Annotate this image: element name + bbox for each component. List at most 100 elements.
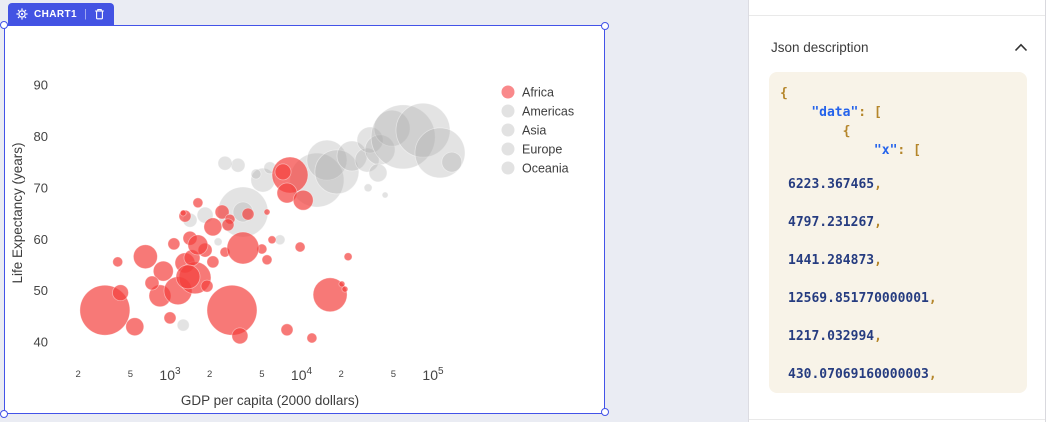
bubble — [231, 327, 249, 345]
x-major-tick-label: 105 — [422, 366, 444, 383]
y-tick-label: 80 — [34, 129, 48, 144]
json-panel: Json description { "data": [ { "x": [ 622… — [748, 0, 1046, 422]
bubble — [214, 204, 230, 220]
bubble — [336, 140, 368, 172]
bubble — [221, 218, 235, 232]
bubble — [132, 244, 158, 270]
bubble-chart: 90 80 70 60 50 40 2 5 2 5 2 5 103 104 105 GDP per capit… — [10, 78, 574, 409]
json-section-header[interactable]: Json description — [771, 36, 1028, 58]
bubble — [250, 168, 262, 180]
x-minor-tick-label: 5 — [391, 369, 396, 380]
bubble — [343, 252, 353, 262]
code-line: { — [842, 124, 851, 139]
x-axis-title: GDP per capita (2000 dollars) — [181, 393, 359, 408]
bubble — [395, 102, 451, 158]
bubble — [187, 234, 209, 256]
legend-marker-americas[interactable] — [501, 104, 515, 118]
bubble — [267, 235, 277, 245]
bubble — [175, 264, 201, 290]
bubble — [230, 157, 246, 173]
code-line-number: 1441.284873, — [788, 253, 882, 268]
gear-icon[interactable] — [16, 8, 28, 20]
bubble — [152, 260, 174, 282]
chart-object[interactable]: 90 80 70 60 50 40 2 5 2 5 2 5 103 104 105 GDP per capit… — [0, 21, 609, 418]
resize-handle-top-right[interactable] — [601, 22, 609, 30]
bubble — [263, 208, 271, 216]
bubble — [312, 277, 348, 313]
bubble — [363, 183, 373, 193]
x-major-tick-label: 104 — [291, 366, 313, 383]
y-tick-label: 50 — [34, 283, 48, 298]
bubble — [364, 134, 396, 166]
legend-label-asia[interactable]: Asia — [522, 124, 546, 138]
chart-tab[interactable]: CHART1 | — [8, 3, 114, 25]
bubble — [294, 241, 306, 253]
code-line-number: 1217.032994, — [788, 329, 882, 344]
legend-marker-africa[interactable] — [501, 85, 515, 99]
bubble — [203, 217, 223, 237]
legend-label-africa[interactable]: Africa — [522, 86, 554, 100]
chevron-up-icon[interactable] — [1014, 43, 1028, 52]
y-tick-label: 40 — [34, 335, 48, 350]
bubble — [306, 332, 318, 344]
legend-label-americas[interactable]: Americas — [522, 105, 574, 119]
bubble — [112, 284, 129, 302]
code-line-number: 12569.851770000001, — [788, 291, 937, 306]
bubble — [274, 234, 286, 246]
bubble — [261, 254, 273, 266]
y-tick-label: 90 — [34, 78, 48, 93]
bubble — [356, 126, 384, 154]
y-tick-label: 60 — [34, 232, 48, 247]
bubble — [200, 279, 214, 293]
code-line-number: 430.07069160000003, — [788, 367, 937, 382]
legend-label-oceania[interactable]: Oceania — [522, 162, 569, 176]
bubble — [274, 163, 292, 181]
bubble — [370, 104, 436, 170]
y-axis-title: Life Expectancy (years) — [10, 142, 25, 283]
bubble — [292, 189, 314, 211]
resize-handle-bottom-right[interactable] — [601, 408, 609, 416]
bubble — [163, 311, 177, 325]
bubble — [341, 285, 349, 293]
bubble — [368, 163, 388, 183]
bubble — [373, 109, 411, 147]
bubble — [338, 280, 346, 288]
json-section-title: Json description — [771, 39, 869, 55]
x-minor-tick-label: 5 — [259, 369, 264, 380]
legend-marker-europe[interactable] — [501, 142, 515, 156]
code-line: "x": [ — [873, 143, 921, 158]
x-major-tick-label: 103 — [159, 366, 181, 383]
x-minor-tick-label: 2 — [75, 369, 80, 380]
panel-bottom-divider — [749, 419, 1046, 420]
tab-separator: | — [83, 8, 87, 20]
resize-handle-top-left[interactable] — [0, 21, 8, 29]
bubble — [213, 237, 223, 247]
legend-marker-asia[interactable] — [501, 123, 515, 137]
bubble — [125, 317, 145, 337]
code-line-number: 6223.367465, — [788, 177, 882, 192]
bubble — [354, 147, 380, 173]
y-tick-label: 70 — [34, 180, 48, 195]
x-minor-tick-label: 2 — [338, 369, 343, 380]
legend-label-europe[interactable]: Europe — [522, 143, 562, 157]
chart-tab-label: CHART1 — [34, 8, 77, 20]
bubble — [226, 231, 260, 265]
trash-icon[interactable] — [94, 8, 105, 20]
bubble — [179, 209, 187, 217]
bubble — [306, 139, 348, 181]
resize-handle-bottom-left[interactable] — [0, 410, 8, 418]
x-minor-tick-label: 2 — [207, 369, 212, 380]
code-line: { — [780, 86, 788, 101]
x-minor-tick-label: 5 — [128, 369, 133, 380]
bubble — [206, 284, 258, 336]
bubble — [206, 255, 220, 269]
code-line: "data": [ — [811, 105, 882, 120]
bubble — [144, 275, 160, 291]
legend-marker-oceania[interactable] — [501, 161, 515, 175]
bubble — [314, 149, 360, 195]
bubble — [241, 207, 255, 221]
bubble — [192, 197, 204, 209]
bubble — [217, 155, 233, 171]
bubble — [167, 237, 181, 251]
